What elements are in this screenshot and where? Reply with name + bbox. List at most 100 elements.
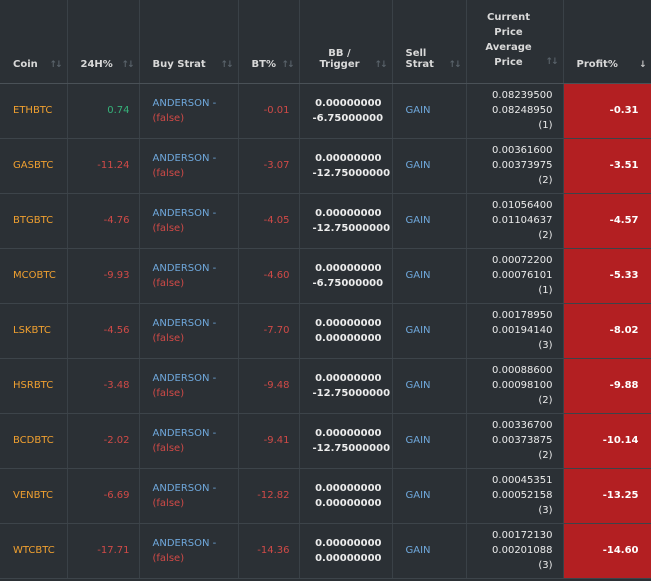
table-body: ETHBTC 0.74 ANDERSON - (false) -0.01 0.000000… (0, 83, 651, 579)
sell-strat-cell: GAIN (392, 468, 467, 524)
coin-cell[interactable]: GASBTC (0, 138, 68, 194)
current-price: 0.00178950 (492, 310, 553, 321)
coin-cell[interactable]: ETHBTC (0, 83, 68, 139)
bb-value: 0.00000000 (315, 152, 382, 164)
profit-cell: -14.60 (563, 523, 651, 579)
table-row[interactable]: MCOBTC -9.93 ANDERSON - (false) -4.60 0.00000… (0, 248, 651, 304)
sort-icon: ↑↓ (49, 59, 62, 70)
average-price: 0.00201088 (3) (492, 545, 553, 571)
bt-cell: -12.82 (238, 468, 300, 524)
bb-value: 0.00000000 (315, 207, 382, 219)
buy-strat-name: ANDERSON - (152, 427, 217, 439)
buy-strat-cell: ANDERSON - (false) (139, 248, 239, 304)
coin-cell[interactable]: MCOBTC (0, 248, 68, 304)
coin-cell[interactable]: BTGBTC (0, 193, 68, 249)
sort-icon: ↑↓ (448, 59, 461, 70)
buy-strat-flag: (false) (152, 387, 185, 399)
coin-cell[interactable]: HSRBTC (0, 358, 68, 414)
sell-strat-cell: GAIN (392, 193, 467, 249)
bb-value: 0.00000000 (315, 482, 382, 494)
buy-strat-name: ANDERSON - (152, 262, 217, 274)
profit-cell: -13.25 (563, 468, 651, 524)
trigger-value: -6.75000000 (312, 277, 384, 289)
sort-icon: ↑↓ (220, 59, 233, 70)
buy-strat-name: ANDERSON - (152, 482, 217, 494)
profit-cell: -9.88 (563, 358, 651, 414)
coin-cell[interactable]: WTCBTC (0, 523, 68, 579)
trigger-value: 0.00000000 (315, 332, 382, 344)
buy-strat-cell: ANDERSON - (false) (139, 413, 239, 469)
sell-strat-cell: GAIN (392, 413, 467, 469)
header-price[interactable]: Current Price Average Price ↑↓ (466, 0, 564, 84)
bt-cell: -3.07 (238, 138, 300, 194)
bb-trigger-cell: 0.00000000 -12.75000000 (299, 413, 393, 469)
table-row[interactable]: WTCBTC -17.71 ANDERSON - (false) -14.36 0.000… (0, 523, 651, 579)
header-buy-strat[interactable]: Buy Strat ↑↓ (139, 0, 239, 84)
buy-strat-flag: (false) (152, 552, 185, 564)
sell-strat-cell: GAIN (392, 303, 467, 359)
header-coin[interactable]: Coin ↑↓ (0, 0, 68, 84)
coin-cell[interactable]: LSKBTC (0, 303, 68, 359)
price-cell: 0.08239500 0.08248950 (1) (466, 83, 564, 139)
current-price: 0.00172130 (492, 530, 553, 541)
bt-cell: -9.48 (238, 358, 300, 414)
bt-cell: -4.05 (238, 193, 300, 249)
table-row[interactable]: BCDBTC -2.02 ANDERSON - (false) -9.41 0.00000… (0, 413, 651, 469)
average-price: 0.01104637 (2) (492, 215, 553, 241)
buy-strat-name: ANDERSON - (152, 97, 217, 109)
bb-trigger-cell: 0.00000000 -6.75000000 (299, 248, 393, 304)
header-bt[interactable]: BT% ↑↓ (238, 0, 300, 84)
current-price: 0.08239500 (492, 90, 553, 101)
price-cell: 0.00045351 0.00052158 (3) (466, 468, 564, 524)
change-24h-cell: -4.76 (67, 193, 140, 249)
profit-cell: -4.57 (563, 193, 651, 249)
profit-cell: -10.14 (563, 413, 651, 469)
average-price: 0.00052158 (3) (492, 490, 553, 516)
buy-strat-flag: (false) (152, 112, 185, 124)
table-row[interactable]: BTGBTC -4.76 ANDERSON - (false) -4.05 0.00000… (0, 193, 651, 249)
bb-value: 0.00000000 (315, 97, 382, 109)
change-24h-cell: -9.93 (67, 248, 140, 304)
table-row[interactable]: VENBTC -6.69 ANDERSON - (false) -12.82 0.0000… (0, 468, 651, 524)
header-bb-trigger[interactable]: BB / Trigger ↑↓ (299, 0, 393, 84)
sort-desc-icon: ↓ (638, 59, 646, 70)
sort-icon: ↑↓ (121, 59, 134, 70)
bb-trigger-cell: 0.00000000 0.00000000 (299, 523, 393, 579)
buy-strat-flag: (false) (152, 332, 185, 344)
trigger-value: 0.00000000 (315, 552, 382, 564)
average-price: 0.00373875 (2) (492, 435, 553, 461)
bt-cell: -7.70 (238, 303, 300, 359)
table-row[interactable]: ETHBTC 0.74 ANDERSON - (false) -0.01 0.000000… (0, 83, 651, 139)
coin-cell[interactable]: BCDBTC (0, 413, 68, 469)
sort-icon: ↑↓ (374, 59, 387, 70)
price-cell: 0.00361600 0.00373975 (2) (466, 138, 564, 194)
trigger-value: -12.75000000 (312, 387, 391, 399)
trigger-value: 0.00000000 (315, 497, 382, 509)
buy-strat-name: ANDERSON - (152, 537, 217, 549)
change-24h-cell: -6.69 (67, 468, 140, 524)
change-24h-cell: -11.24 (67, 138, 140, 194)
header-sell-strat[interactable]: Sell Strat ↑↓ (392, 0, 467, 84)
table-row[interactable]: HSRBTC -3.48 ANDERSON - (false) -9.48 0.00000… (0, 358, 651, 414)
buy-strat-name: ANDERSON - (152, 207, 217, 219)
header-24h[interactable]: 24H% ↑↓ (67, 0, 140, 84)
trigger-value: -12.75000000 (312, 167, 391, 179)
table-row[interactable]: LSKBTC -4.56 ANDERSON - (false) -7.70 0.00000… (0, 303, 651, 359)
average-price: 0.08248950 (1) (492, 105, 553, 131)
average-price: 0.00076101 (1) (492, 270, 553, 296)
sort-icon: ↑↓ (545, 56, 558, 67)
buy-strat-flag: (false) (152, 497, 185, 509)
header-profit[interactable]: Profit% ↓ (563, 0, 651, 84)
coin-cell[interactable]: VENBTC (0, 468, 68, 524)
buy-strat-cell: ANDERSON - (false) (139, 523, 239, 579)
bt-cell: -4.60 (238, 248, 300, 304)
buy-strat-name: ANDERSON - (152, 372, 217, 384)
bt-cell: -14.36 (238, 523, 300, 579)
average-price: 0.00194140 (3) (492, 325, 553, 351)
trigger-value: -12.75000000 (312, 442, 391, 454)
trigger-value: -6.75000000 (312, 112, 384, 124)
buy-strat-flag: (false) (152, 167, 185, 179)
table-row[interactable]: GASBTC -11.24 ANDERSON - (false) -3.07 0.0000… (0, 138, 651, 194)
buy-strat-cell: ANDERSON - (false) (139, 193, 239, 249)
